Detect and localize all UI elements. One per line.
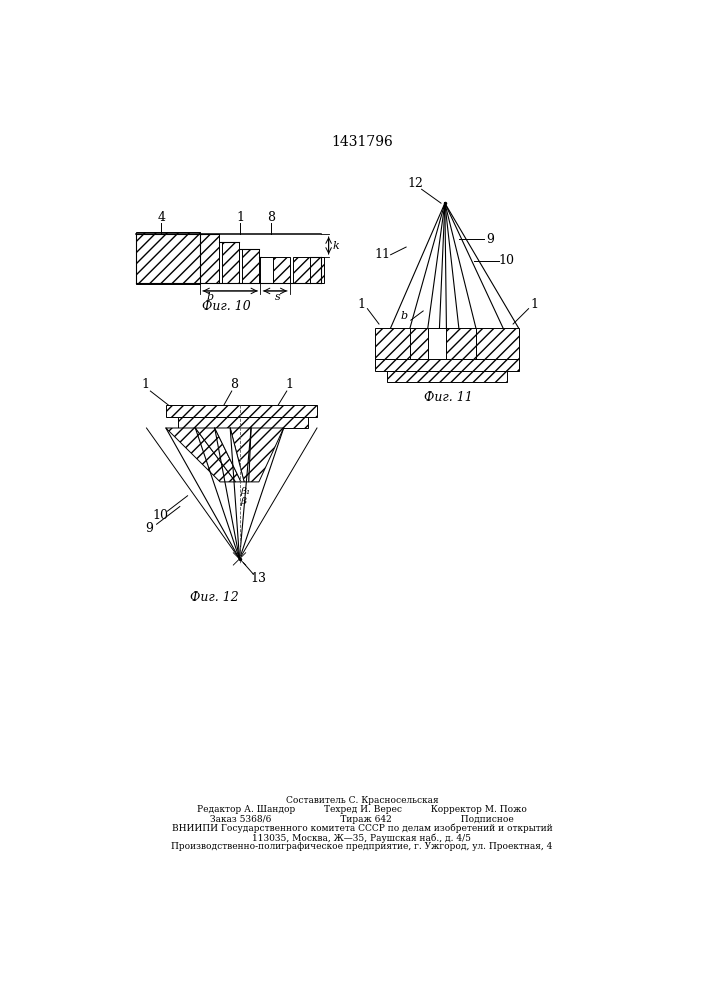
Text: 9: 9 (145, 522, 153, 535)
Text: 1: 1 (236, 211, 245, 224)
Polygon shape (446, 328, 476, 359)
Polygon shape (230, 428, 251, 482)
Bar (166, 405, 317, 417)
Text: 8: 8 (230, 378, 238, 391)
Text: k: k (333, 241, 340, 251)
Polygon shape (428, 328, 446, 359)
Bar (136, 232, 200, 284)
Text: b: b (401, 311, 408, 321)
Text: Фиг. 10: Фиг. 10 (202, 300, 251, 313)
Text: Фиг. 12: Фиг. 12 (189, 591, 238, 604)
Text: ВНИИПИ Государственного комитета СССР по делам изобретений и открытий: ВНИИПИ Государственного комитета СССР по… (172, 824, 552, 833)
Text: b: b (206, 292, 214, 302)
Polygon shape (195, 428, 241, 482)
Text: s: s (274, 292, 281, 302)
Text: Составитель С. Красносельская: Составитель С. Красносельская (286, 796, 438, 805)
Bar (200, 234, 218, 283)
Polygon shape (375, 328, 410, 359)
Polygon shape (249, 428, 284, 482)
Text: Заказ 5368/6                        Тираж 642                        Подписное: Заказ 5368/6 Тираж 642 Подписное (210, 815, 514, 824)
Text: 10: 10 (499, 254, 515, 267)
Bar (310, 257, 324, 283)
Text: 1: 1 (286, 378, 294, 391)
Text: 1: 1 (531, 298, 539, 311)
Bar (260, 257, 273, 283)
Polygon shape (410, 328, 428, 359)
Text: β: β (240, 497, 246, 506)
Bar (177, 417, 308, 428)
Text: 1: 1 (357, 298, 366, 311)
Text: Редактор А. Шандор          Техред И. Верес          Корректор М. Пожо: Редактор А. Шандор Техред И. Верес Корре… (197, 805, 527, 814)
Text: 8: 8 (267, 211, 275, 224)
Bar (222, 242, 239, 283)
Bar (387, 371, 507, 382)
Text: 12: 12 (407, 177, 423, 190)
Polygon shape (166, 428, 235, 482)
Polygon shape (476, 328, 518, 359)
Bar (375, 359, 518, 371)
Polygon shape (215, 428, 244, 482)
Text: 1: 1 (141, 378, 149, 391)
Bar (242, 249, 259, 283)
Bar (273, 257, 290, 283)
Bar (293, 257, 310, 283)
Text: 11: 11 (375, 248, 391, 261)
Text: β₁: β₁ (240, 487, 251, 496)
Text: Фиг. 11: Фиг. 11 (424, 391, 473, 404)
Text: Производственно-полиграфическое предприятие, г. Ужгород, ул. Проектная, 4: Производственно-полиграфическое предприя… (171, 842, 553, 851)
Text: 9: 9 (486, 233, 493, 246)
Text: 4: 4 (157, 211, 165, 224)
Text: 13: 13 (250, 572, 266, 585)
Text: 1431796: 1431796 (331, 135, 393, 149)
Text: 113035, Москва, Ж—35, Раушская наб., д. 4/5: 113035, Москва, Ж—35, Раушская наб., д. … (252, 833, 472, 843)
Text: 10: 10 (153, 509, 168, 522)
